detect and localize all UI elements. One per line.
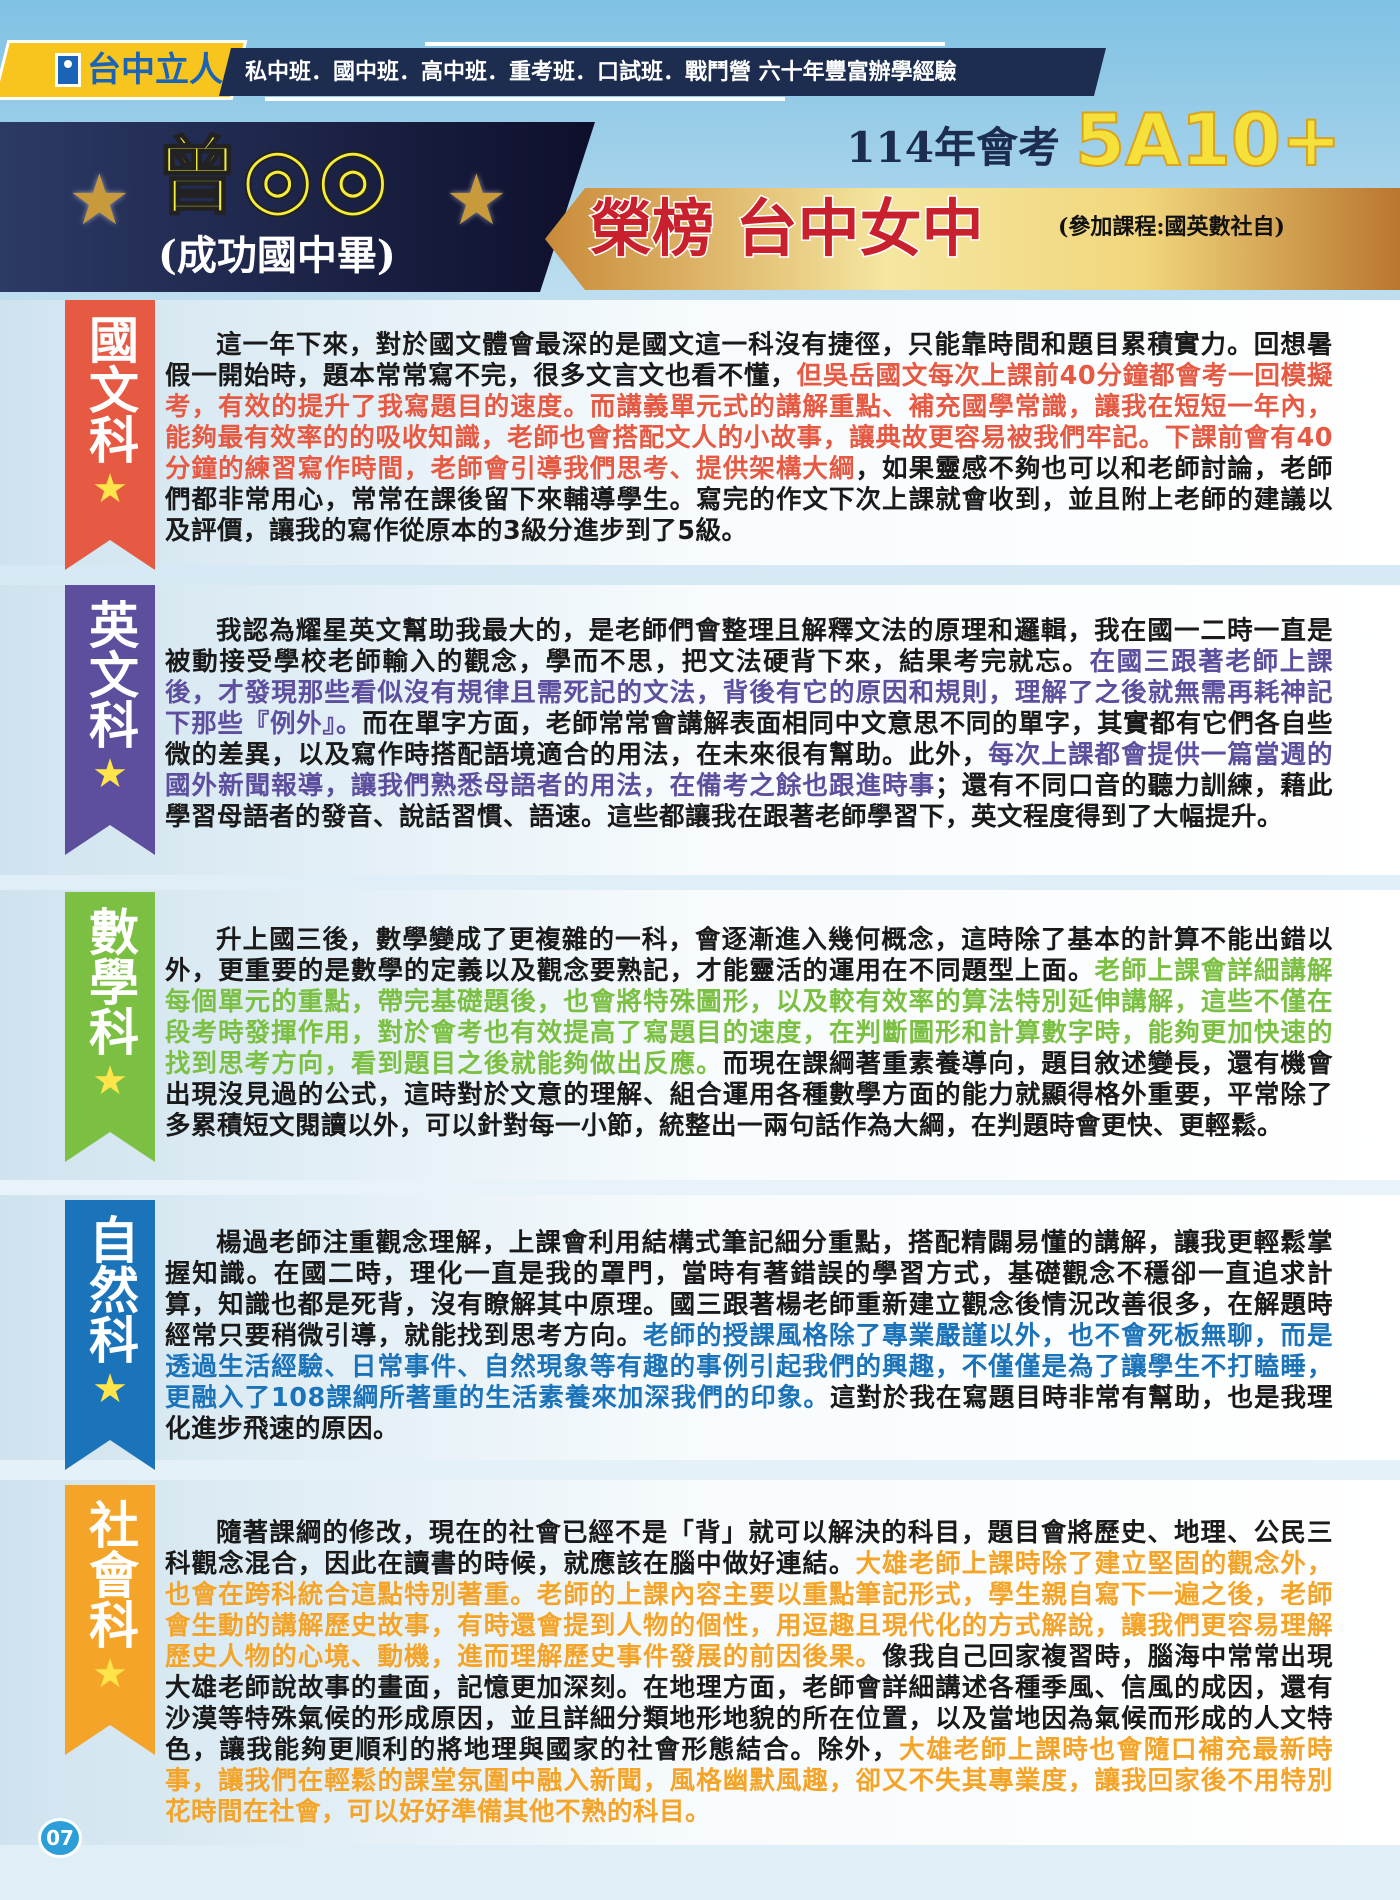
courses-taken: (參加課程:國英數社自)	[1058, 214, 1285, 240]
subject-ribbon-chinese: 國文科 ★	[65, 300, 155, 570]
student-name: 曾◎◎	[154, 127, 392, 226]
star-icon: ★	[92, 751, 128, 797]
highlighted-text: 但吳岳國文每次上課前40分鐘都會考一回模擬考，有效的提升了我寫題目的速度。而講義…	[165, 361, 1333, 484]
testimonial-chinese: 這一年下來，對於國文體會最深的是國文這一科沒有捷徑，只能靠時間和題目累積實力。回…	[165, 330, 1333, 547]
section-background	[0, 300, 1400, 565]
page-number: 07	[38, 1818, 82, 1858]
body-text: 楊過老師注重觀念理解，上課會利用結構式筆記細分重點，搭配精闢易懂的講解，讓我更輕…	[165, 1228, 1333, 1351]
body-text: 升上國三後，數學變成了更複雜的一科，會逐漸進入幾何概念，這時除了基本的計算不能出…	[165, 925, 1333, 986]
subject-label: 國文科	[81, 314, 140, 464]
subject-label: 自然科	[81, 1214, 140, 1364]
brand-name: 台中立人	[87, 50, 223, 90]
subject-label: 英文科	[81, 599, 140, 749]
body-text: 而現在課綱著重素養導向，題目敘述變長，還有機會出現沒見過的公式，這時對於文意的理…	[165, 1049, 1333, 1141]
highlighted-text: 老師上課會詳細講解每個單元的重點，帶完基礎題後，也會將特殊圖形，以及較有效率的算…	[165, 956, 1333, 1079]
highlighted-text: 大雄老師上課時也會隨口補充最新時事，讓我們在輕鬆的課堂氛圍中融入新聞，風格幽默風…	[165, 1735, 1333, 1827]
exam-score: 5A10+	[1074, 97, 1342, 183]
star-icon: ★	[92, 1366, 128, 1412]
body-text: ，如果靈感不夠也可以和老師討論，老師們都非常用心，常常在課後留下來輔導學生。寫完…	[165, 454, 1333, 546]
star-icon: ★	[68, 159, 131, 241]
body-text: 像我自己回家複習時，腦海中常常出現大雄老師說故事的畫面，記憶更加深刻。在地理方面…	[165, 1642, 1333, 1765]
section-background	[0, 1195, 1400, 1460]
star-icon: ★	[92, 1651, 128, 1697]
testimonial-english: 我認為耀星英文幫助我最大的，是老師們會整理且解釋文法的原理和邏輯，我在國一二時一…	[165, 616, 1333, 833]
section-background	[0, 890, 1400, 1180]
brand-logo: 台中立人	[55, 48, 223, 92]
highlighted-text: 老師的授課風格除了專業嚴謹以外，也不會死板無聊，而是透過生活經驗、日常事件、自然…	[165, 1321, 1333, 1413]
slogan-text: 私中班．國中班．高中班．重考班．口試班．戰鬥營 六十年豐富辦學經驗	[245, 59, 957, 85]
body-text: 而在單字方面，老師常常會講解表面相同中文意思不同的單字，其實都有它們各自些微的差…	[165, 709, 1333, 770]
honor-banner	[545, 188, 1400, 290]
honor-title: 榮榜 台中女中	[589, 191, 986, 267]
section-background	[0, 585, 1400, 875]
decor-line	[265, 97, 785, 101]
body-text: 這對於我在寫題目時非常有幫助，也是我理化進步飛速的原因。	[165, 1383, 1333, 1444]
subject-label: 數學科	[81, 906, 140, 1056]
highlighted-text: 大雄老師上課時除了建立堅固的觀念外，也會在跨科統合這點特別著重。老師的上課內容主…	[165, 1549, 1333, 1672]
highlighted-text: 在國三跟著老師上課後，才發現那些看似沒有規律且需死記的文法，背後有它的原因和規則…	[165, 647, 1333, 739]
star-icon: ★	[445, 159, 508, 241]
body-text: 這一年下來，對於國文體會最深的是國文這一科沒有捷徑，只能靠時間和題目累積實力。回…	[165, 330, 1333, 391]
subject-ribbon-social: 社會科 ★	[65, 1485, 155, 1755]
subject-label: 社會科	[81, 1499, 140, 1649]
star-icon: ★	[92, 1058, 128, 1104]
testimonial-social: 隨著課綱的修改，現在的社會已經不是「背」就可以解決的科目，題目會將歷史、地理、公…	[165, 1518, 1333, 1828]
slogan-bar: 私中班．國中班．高中班．重考班．口試班．戰鬥營 六十年豐富辦學經驗	[219, 48, 1106, 96]
exam-title: 114年會考	[846, 123, 1060, 172]
person-logo-icon	[55, 53, 81, 87]
testimonial-science: 楊過老師注重觀念理解，上課會利用結構式筆記細分重點，搭配精闢易懂的講解，讓我更輕…	[165, 1228, 1333, 1445]
body-text: 隨著課綱的修改，現在的社會已經不是「背」就可以解決的科目，題目會將歷史、地理、公…	[165, 1518, 1333, 1579]
star-icon: ★	[92, 466, 128, 512]
decor-line	[425, 42, 945, 46]
subject-ribbon-math: 數學科 ★	[65, 892, 155, 1162]
body-text: ；還有不同口音的聽力訓練，藉此學習母語者的發音、說話習慣、語速。這些都讓我在跟著…	[165, 771, 1333, 832]
subject-ribbon-science: 自然科 ★	[65, 1200, 155, 1470]
section-background	[0, 1480, 1400, 1845]
student-school: (成功國中畢)	[158, 232, 396, 279]
body-text: 我認為耀星英文幫助我最大的，是老師們會整理且解釋文法的原理和邏輯，我在國一二時一…	[165, 616, 1333, 677]
student-panel	[0, 122, 595, 292]
subject-ribbon-english: 英文科 ★	[65, 585, 155, 855]
highlighted-text: 每次上課都會提供一篇當週的國外新聞報導，讓我們熟悉母語者的用法，在備考之餘也跟進…	[165, 740, 1333, 801]
testimonial-math: 升上國三後，數學變成了更複雜的一科，會逐漸進入幾何概念，這時除了基本的計算不能出…	[165, 925, 1333, 1142]
